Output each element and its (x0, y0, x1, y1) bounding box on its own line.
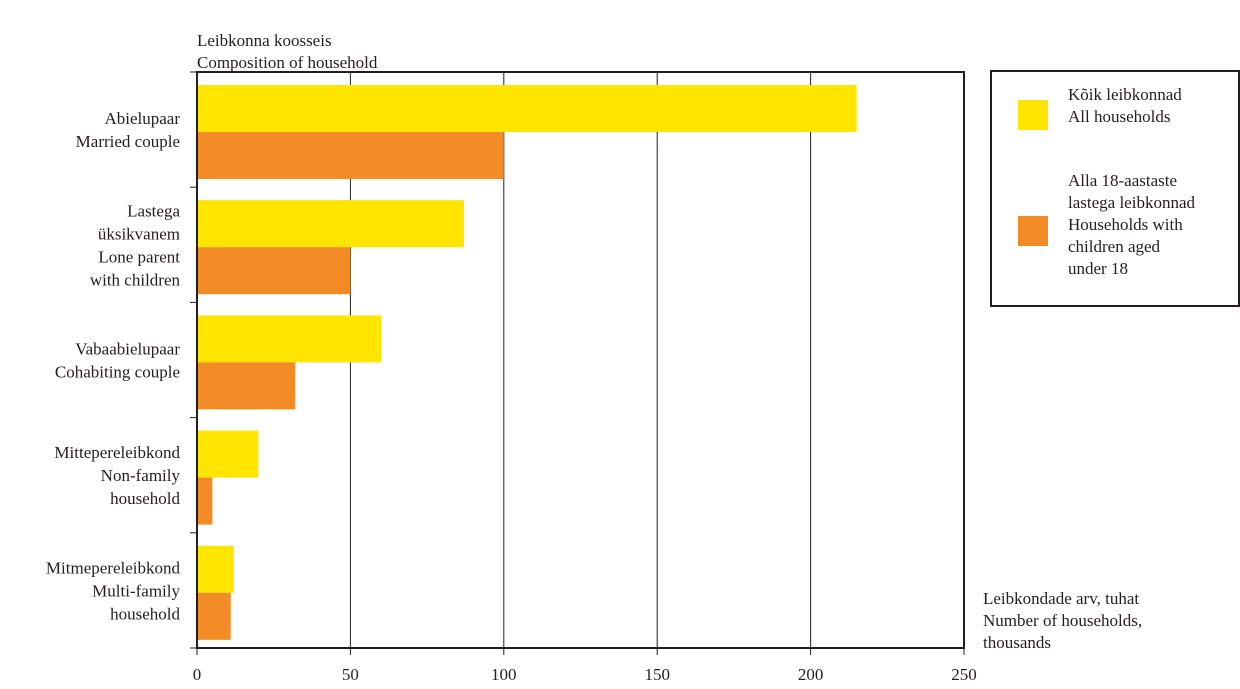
category-label-line: Non-family (101, 466, 181, 485)
category-label-line: Multi-family (92, 581, 180, 600)
y-axis-category-labels: Abielupaar Married couple Lastega üksikvane… (46, 109, 181, 623)
category-label-line: Lastega (127, 201, 180, 220)
category-label-line: Abielupaar (104, 109, 180, 128)
category-label-line: household (110, 604, 180, 623)
category-label-line: üksikvanem (98, 224, 180, 243)
bar-all-households (197, 545, 234, 593)
legend-label-line: under 18 (1068, 259, 1128, 278)
category-label-line: Mitmepereleibkond (46, 558, 181, 577)
x-tick-label: 200 (798, 665, 824, 684)
bar-households-with-children (197, 247, 351, 295)
bar-all-households (197, 430, 259, 478)
category-label-line: Lone parent (98, 247, 180, 266)
chart-title: Leibkonna koosseis Composition of househo… (197, 31, 378, 72)
category-label-line: Mittepereleibkond (54, 443, 180, 462)
y-axis-ticks (190, 71, 197, 649)
x-axis-label-line: thousands (983, 633, 1051, 652)
x-axis-label: Leibkondade arv, tuhat Number of househol… (983, 589, 1142, 652)
x-tick-label: 50 (342, 665, 359, 684)
x-axis-label-line: Number of households, (983, 611, 1142, 630)
x-tick-label: 0 (193, 665, 202, 684)
plot-frame (196, 71, 965, 649)
legend-label-line: Households with (1068, 215, 1183, 234)
x-tick-label: 250 (951, 665, 977, 684)
bar-households-with-children (197, 132, 504, 179)
category-label-line: Vabaabielupaar (75, 340, 180, 359)
x-axis-label-line: Leibkondade arv, tuhat (983, 589, 1139, 608)
bars (197, 85, 857, 640)
legend-label-line: lastega leibkonnad (1068, 193, 1195, 212)
legend-label-line: Kõik leibkonnad (1068, 85, 1182, 104)
legend-swatch-households-with-children (1018, 216, 1048, 246)
category-label-line: Cohabiting couple (55, 363, 180, 382)
legend-swatch-all-households (1018, 100, 1048, 130)
category-label-line: Married couple (76, 132, 180, 151)
category-label-line: with children (90, 270, 181, 289)
category-label-line: household (110, 489, 180, 508)
x-tick-label: 100 (491, 665, 517, 684)
legend-label-line: children aged (1068, 237, 1161, 256)
x-axis-tick-labels: 0 50 100 150 200 250 (193, 648, 977, 684)
legend-label-line: All households (1068, 107, 1171, 126)
legend-label-all-households: Kõik leibkonnad All households (1068, 84, 1182, 128)
bar-all-households (197, 200, 464, 248)
chart-title-line: Composition of household (197, 53, 378, 72)
legend-label-line: Alla 18-aastaste (1068, 171, 1178, 190)
bar-households-with-children (197, 477, 213, 525)
legend: Kõik leibkonnad All households Alla 18-aa… (990, 70, 1240, 307)
chart-title-line: Leibkonna koosseis (197, 31, 332, 50)
bar-households-with-children (197, 592, 231, 640)
bar-all-households (197, 315, 382, 363)
legend-label-households-with-children: Alla 18-aastaste lastega leibkonnad Househ… (1068, 170, 1195, 280)
x-tick-label: 150 (644, 665, 670, 684)
bar-all-households (197, 85, 857, 132)
bar-households-with-children (197, 362, 296, 410)
